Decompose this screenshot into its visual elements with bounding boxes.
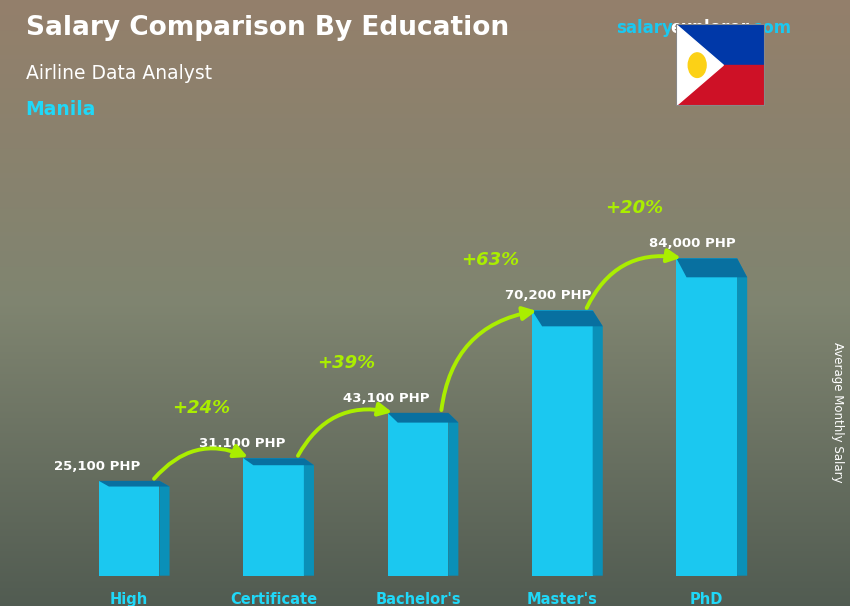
Polygon shape	[99, 481, 169, 487]
Circle shape	[688, 53, 706, 78]
Polygon shape	[676, 24, 723, 106]
Polygon shape	[592, 310, 603, 576]
Polygon shape	[388, 413, 458, 422]
Text: 25,100 PHP: 25,100 PHP	[54, 460, 140, 473]
Polygon shape	[243, 458, 314, 465]
Bar	[99, 481, 160, 576]
Bar	[243, 458, 303, 576]
Text: Average Monthly Salary: Average Monthly Salary	[830, 342, 844, 482]
Polygon shape	[160, 481, 169, 576]
Text: +63%: +63%	[461, 251, 519, 269]
Text: +39%: +39%	[317, 353, 375, 371]
Text: explorer: explorer	[671, 19, 750, 38]
Text: 70,200 PHP: 70,200 PHP	[505, 290, 591, 302]
Text: .com: .com	[746, 19, 791, 38]
Text: Airline Data Analyst: Airline Data Analyst	[26, 64, 212, 82]
Text: 43,100 PHP: 43,100 PHP	[343, 392, 429, 405]
Text: Manila: Manila	[26, 100, 96, 119]
Text: +24%: +24%	[173, 399, 230, 417]
Polygon shape	[532, 310, 603, 327]
Polygon shape	[448, 413, 458, 576]
Bar	[676, 24, 765, 65]
Text: +20%: +20%	[605, 199, 664, 217]
Polygon shape	[737, 258, 747, 576]
Polygon shape	[677, 258, 747, 278]
Bar	[532, 310, 592, 576]
Bar	[676, 65, 765, 106]
Bar	[388, 413, 448, 576]
Text: 31,100 PHP: 31,100 PHP	[199, 438, 285, 450]
Polygon shape	[303, 458, 314, 576]
Text: 84,000 PHP: 84,000 PHP	[649, 238, 735, 250]
Bar	[677, 258, 737, 576]
Text: salary: salary	[616, 19, 673, 38]
Text: Salary Comparison By Education: Salary Comparison By Education	[26, 15, 508, 41]
